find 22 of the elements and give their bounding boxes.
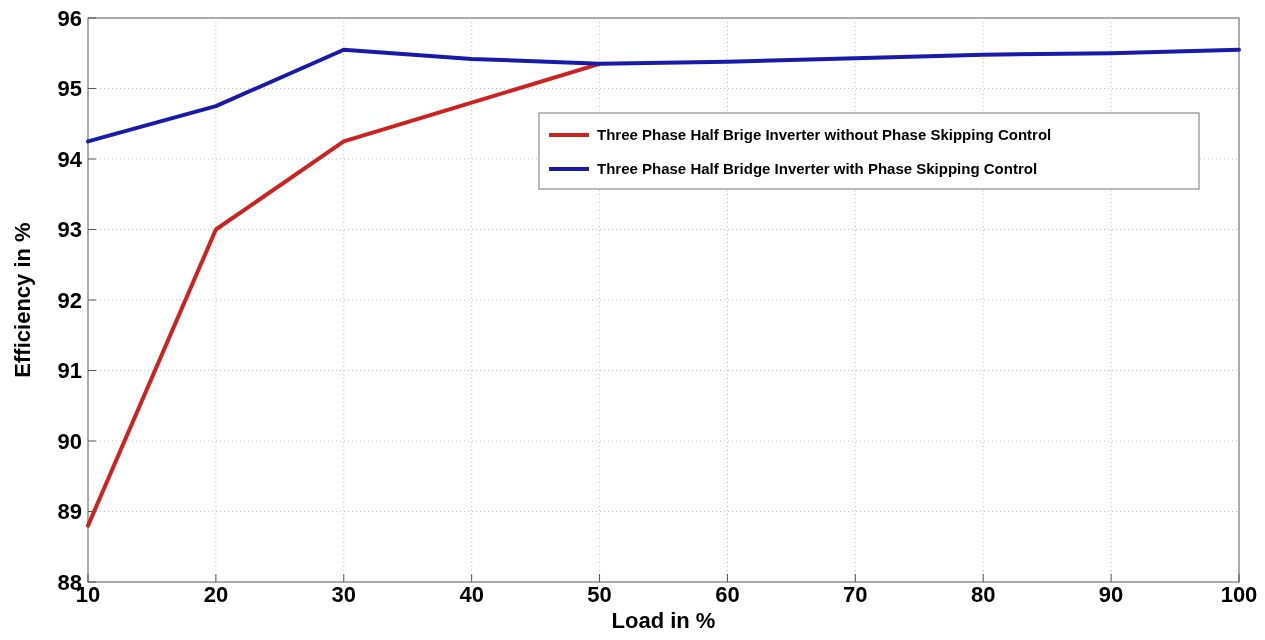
y-tick-label: 89: [57, 499, 82, 525]
x-axis-title: Load in %: [611, 608, 716, 633]
legend-label: Three Phase Half Bridge Inverter with Phase Skipping Control: [597, 160, 1038, 178]
x-tick-label: 60: [715, 582, 740, 607]
y-tick-label: 92: [57, 287, 82, 313]
y-tick-label: 90: [57, 428, 82, 454]
legend-label: Three Phase Half Brige Inverter without Phase Skipping Control: [597, 126, 1052, 144]
x-tick-label: 20: [203, 582, 229, 607]
x-tick-label: 90: [1098, 582, 1124, 607]
x-tick-label: 80: [970, 582, 996, 607]
y-tick-label: 91: [57, 358, 82, 384]
x-tick-label: 70: [843, 582, 868, 607]
x-tick-label: 50: [587, 582, 612, 607]
y-tick-label: 96: [57, 5, 82, 31]
x-tick-label: 30: [331, 582, 357, 607]
y-tick-label: 94: [57, 146, 83, 172]
y-tick-label: 93: [57, 217, 82, 243]
y-axis-title: Efficiency in %: [10, 222, 35, 378]
y-tick-label: 95: [57, 76, 82, 102]
x-tick-label: 40: [459, 582, 484, 607]
x-tick-label: 100: [1220, 582, 1258, 607]
line-series: [86, 47, 1241, 144]
